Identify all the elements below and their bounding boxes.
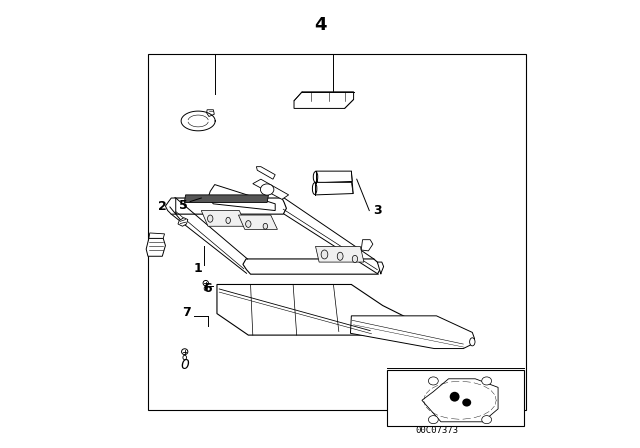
Polygon shape [207, 110, 214, 116]
Text: 0: 0 [180, 358, 189, 372]
Text: 4: 4 [314, 16, 326, 34]
Ellipse shape [450, 392, 460, 402]
Polygon shape [243, 259, 381, 274]
Ellipse shape [482, 377, 492, 385]
Polygon shape [422, 379, 498, 422]
Polygon shape [217, 284, 410, 335]
Polygon shape [361, 240, 373, 251]
Polygon shape [378, 262, 383, 274]
Polygon shape [202, 211, 246, 226]
Text: 1: 1 [194, 262, 202, 276]
Ellipse shape [428, 377, 438, 385]
Polygon shape [253, 179, 289, 199]
Text: 7: 7 [182, 306, 191, 319]
Ellipse shape [314, 172, 317, 182]
Text: 6: 6 [203, 282, 211, 296]
Text: 5: 5 [179, 199, 188, 212]
Text: 2: 2 [158, 200, 166, 214]
Polygon shape [208, 185, 275, 211]
Ellipse shape [462, 399, 471, 407]
Polygon shape [294, 92, 353, 108]
Ellipse shape [182, 349, 188, 355]
Polygon shape [184, 195, 269, 202]
Ellipse shape [312, 183, 317, 194]
Polygon shape [316, 171, 352, 183]
Ellipse shape [352, 255, 358, 263]
Polygon shape [257, 167, 275, 179]
Polygon shape [181, 111, 215, 131]
Polygon shape [178, 218, 188, 226]
Ellipse shape [226, 217, 230, 224]
Ellipse shape [207, 215, 213, 222]
Text: 3: 3 [373, 204, 381, 217]
Ellipse shape [263, 224, 268, 229]
Polygon shape [315, 182, 353, 195]
Ellipse shape [246, 221, 251, 228]
Polygon shape [146, 238, 165, 256]
Polygon shape [239, 215, 278, 229]
Bar [387, 370, 524, 426]
Text: 00C07373: 00C07373 [415, 426, 458, 435]
Polygon shape [316, 246, 364, 262]
Ellipse shape [470, 338, 475, 346]
Polygon shape [149, 233, 164, 238]
Ellipse shape [321, 250, 328, 259]
Bar [148, 54, 526, 410]
Ellipse shape [203, 280, 209, 286]
Ellipse shape [204, 286, 207, 291]
Ellipse shape [482, 416, 492, 424]
Polygon shape [351, 316, 475, 349]
Ellipse shape [337, 252, 343, 260]
Ellipse shape [260, 184, 274, 195]
Polygon shape [172, 198, 287, 214]
Ellipse shape [428, 416, 438, 424]
Polygon shape [165, 198, 176, 214]
Ellipse shape [183, 355, 186, 360]
